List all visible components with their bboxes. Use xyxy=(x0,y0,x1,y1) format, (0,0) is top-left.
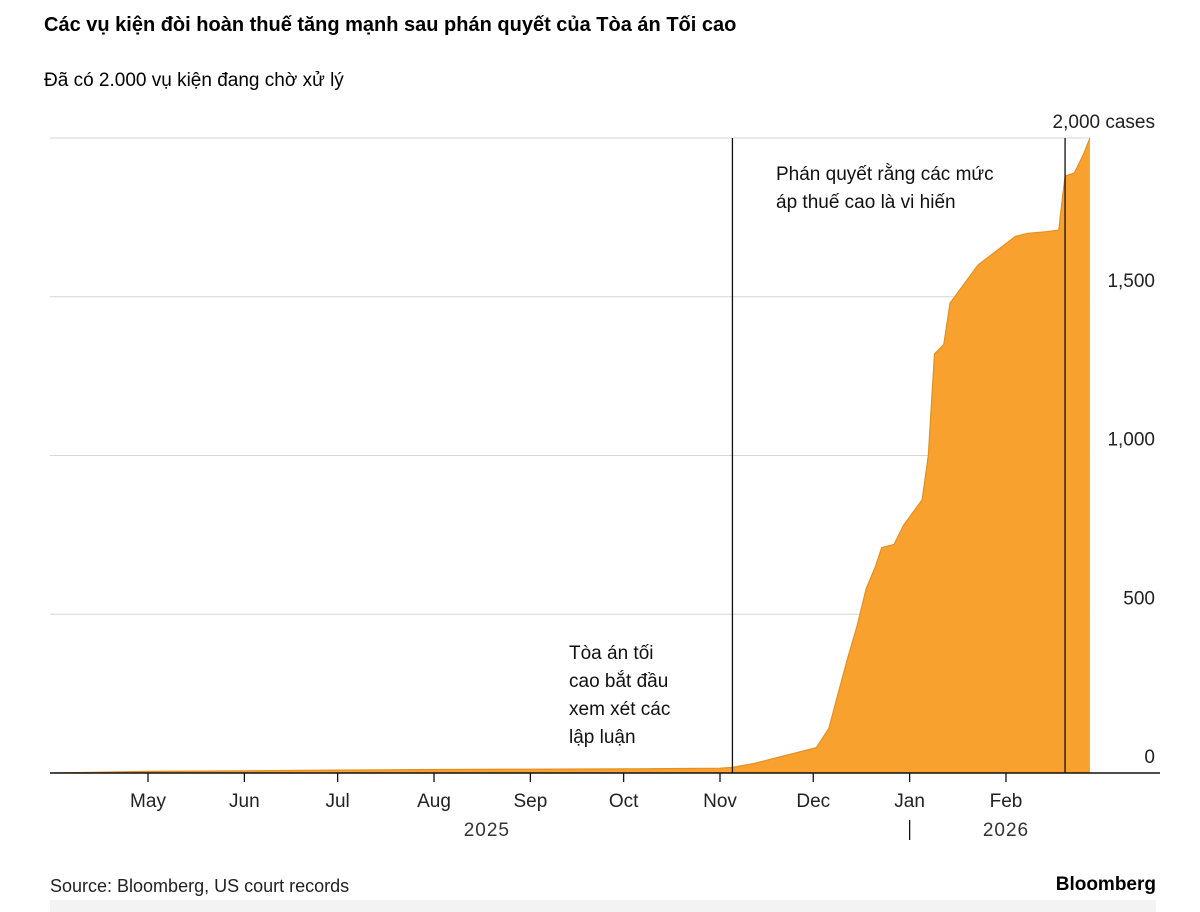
y-tick-label: 0 xyxy=(1144,747,1155,768)
annotation-ruling-line: Phán quyết rằng các mức xyxy=(776,164,994,185)
x-tick-label: Jan xyxy=(894,791,925,812)
footer-band xyxy=(50,900,1156,912)
year-label: 2025 xyxy=(464,820,510,841)
y-tick-label: 500 xyxy=(1123,588,1155,609)
annotation-arguments: Tòa án tối cao bắt đầu xem xét các lập l… xyxy=(569,640,670,752)
x-tick-label: Dec xyxy=(796,791,830,812)
x-tick-label: Jun xyxy=(229,791,260,812)
brand-logo: Bloomberg xyxy=(1055,874,1156,895)
chart-title: Các vụ kiện đòi hoàn thuế tăng mạnh sau … xyxy=(44,14,737,36)
chart-subtitle: Đã có 2.000 vụ kiện đang chờ xử lý xyxy=(44,70,344,91)
x-tick-label: Sep xyxy=(513,791,547,812)
x-tick-label: May xyxy=(130,791,166,812)
area-series-edge xyxy=(54,137,1091,774)
annotation-arguments-line: lập luận xyxy=(569,727,636,748)
y-tick-label: 1,500 xyxy=(1107,271,1155,292)
source-note: Source: Bloomberg, US court records xyxy=(50,876,350,896)
y-tick-label: 1,000 xyxy=(1107,430,1155,451)
annotation-ruling: Phán quyết rằng các mức áp thuế cao là v… xyxy=(776,161,994,217)
year-label: 2026 xyxy=(983,820,1029,841)
annotation-ruling-line: áp thuế cao là vi hiến xyxy=(776,192,956,213)
annotation-arguments-line: cao bắt đầu xyxy=(569,671,669,692)
x-tick-label: Feb xyxy=(990,791,1023,812)
annotation-arguments-line: Tòa án tối xyxy=(569,643,654,664)
x-tick-label: Jul xyxy=(325,791,349,812)
x-tick-label: Aug xyxy=(417,791,451,812)
x-tick-label: Nov xyxy=(703,791,737,812)
annotation-arguments-line: xem xét các xyxy=(569,699,671,720)
x-tick-label: Oct xyxy=(609,791,639,812)
area-series xyxy=(54,138,1090,773)
y-tick-label: 2,000 cases xyxy=(1053,112,1155,133)
